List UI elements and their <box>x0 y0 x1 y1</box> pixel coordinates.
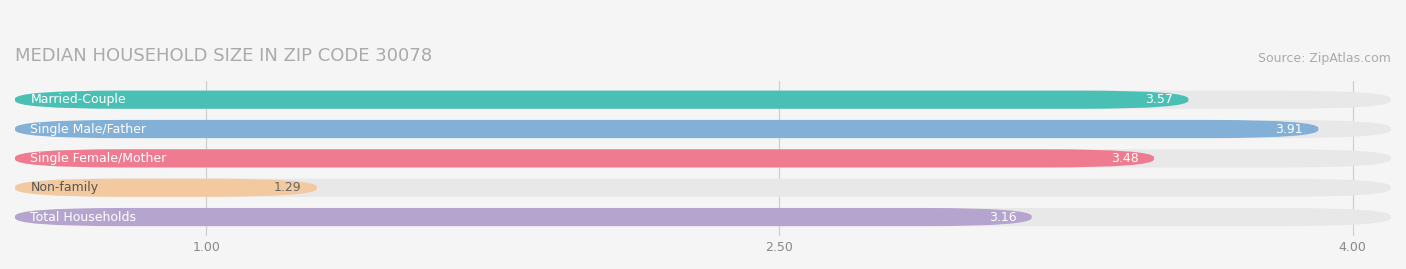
FancyBboxPatch shape <box>15 179 316 197</box>
FancyBboxPatch shape <box>15 149 1391 168</box>
Text: 3.57: 3.57 <box>1146 93 1173 106</box>
Text: 3.48: 3.48 <box>1111 152 1139 165</box>
Text: 3.16: 3.16 <box>988 211 1017 224</box>
Text: Source: ZipAtlas.com: Source: ZipAtlas.com <box>1258 52 1391 65</box>
FancyBboxPatch shape <box>15 120 1391 138</box>
FancyBboxPatch shape <box>15 91 1188 109</box>
Text: Married-Couple: Married-Couple <box>31 93 127 106</box>
FancyBboxPatch shape <box>15 120 1319 138</box>
FancyBboxPatch shape <box>15 149 1154 168</box>
FancyBboxPatch shape <box>15 208 1032 226</box>
Text: Non-family: Non-family <box>31 181 98 194</box>
Text: Single Male/Father: Single Male/Father <box>31 123 146 136</box>
Text: 1.29: 1.29 <box>274 181 302 194</box>
Text: 3.91: 3.91 <box>1275 123 1303 136</box>
FancyBboxPatch shape <box>15 179 1391 197</box>
Text: Total Households: Total Households <box>31 211 136 224</box>
Text: MEDIAN HOUSEHOLD SIZE IN ZIP CODE 30078: MEDIAN HOUSEHOLD SIZE IN ZIP CODE 30078 <box>15 47 432 65</box>
Text: Single Female/Mother: Single Female/Mother <box>31 152 166 165</box>
FancyBboxPatch shape <box>15 91 1391 109</box>
FancyBboxPatch shape <box>15 208 1391 226</box>
